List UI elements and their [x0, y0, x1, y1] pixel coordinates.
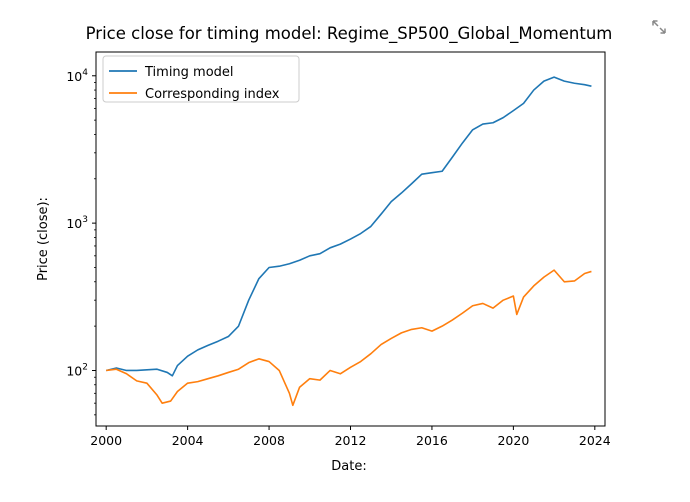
x-axis: 2000 2004 2008 2012 2016 2020 2024	[90, 426, 611, 448]
plot-series	[105, 76, 592, 407]
y-tick-label: 103	[66, 215, 88, 231]
series-line-1	[105, 76, 592, 377]
x-tick-label: 2024	[579, 433, 611, 448]
y-tick-label: 102	[66, 362, 88, 378]
expand-icon[interactable]	[650, 18, 668, 36]
y-axis: 102 103 104	[66, 68, 96, 416]
x-tick-label: 2008	[253, 433, 285, 448]
series-line-2	[106, 269, 592, 407]
x-tick-label: 2016	[416, 433, 448, 448]
legend-label-1: Timing model	[144, 65, 234, 80]
y-axis-label: Price (close):	[36, 197, 51, 281]
x-tick-label: 2004	[172, 433, 204, 448]
legend: Timing model Corresponding index	[102, 55, 300, 103]
x-axis-label: Date:	[331, 459, 366, 474]
x-tick-label: 2020	[497, 433, 529, 448]
legend-label-2: Corresponding index	[145, 87, 280, 102]
chart-title: Price close for timing model: Regime_SP5…	[86, 24, 613, 44]
x-tick-label: 2012	[335, 433, 367, 448]
x-tick-label: 2000	[90, 433, 122, 448]
y-tick-label: 104	[66, 68, 88, 84]
legend-box	[102, 55, 300, 103]
